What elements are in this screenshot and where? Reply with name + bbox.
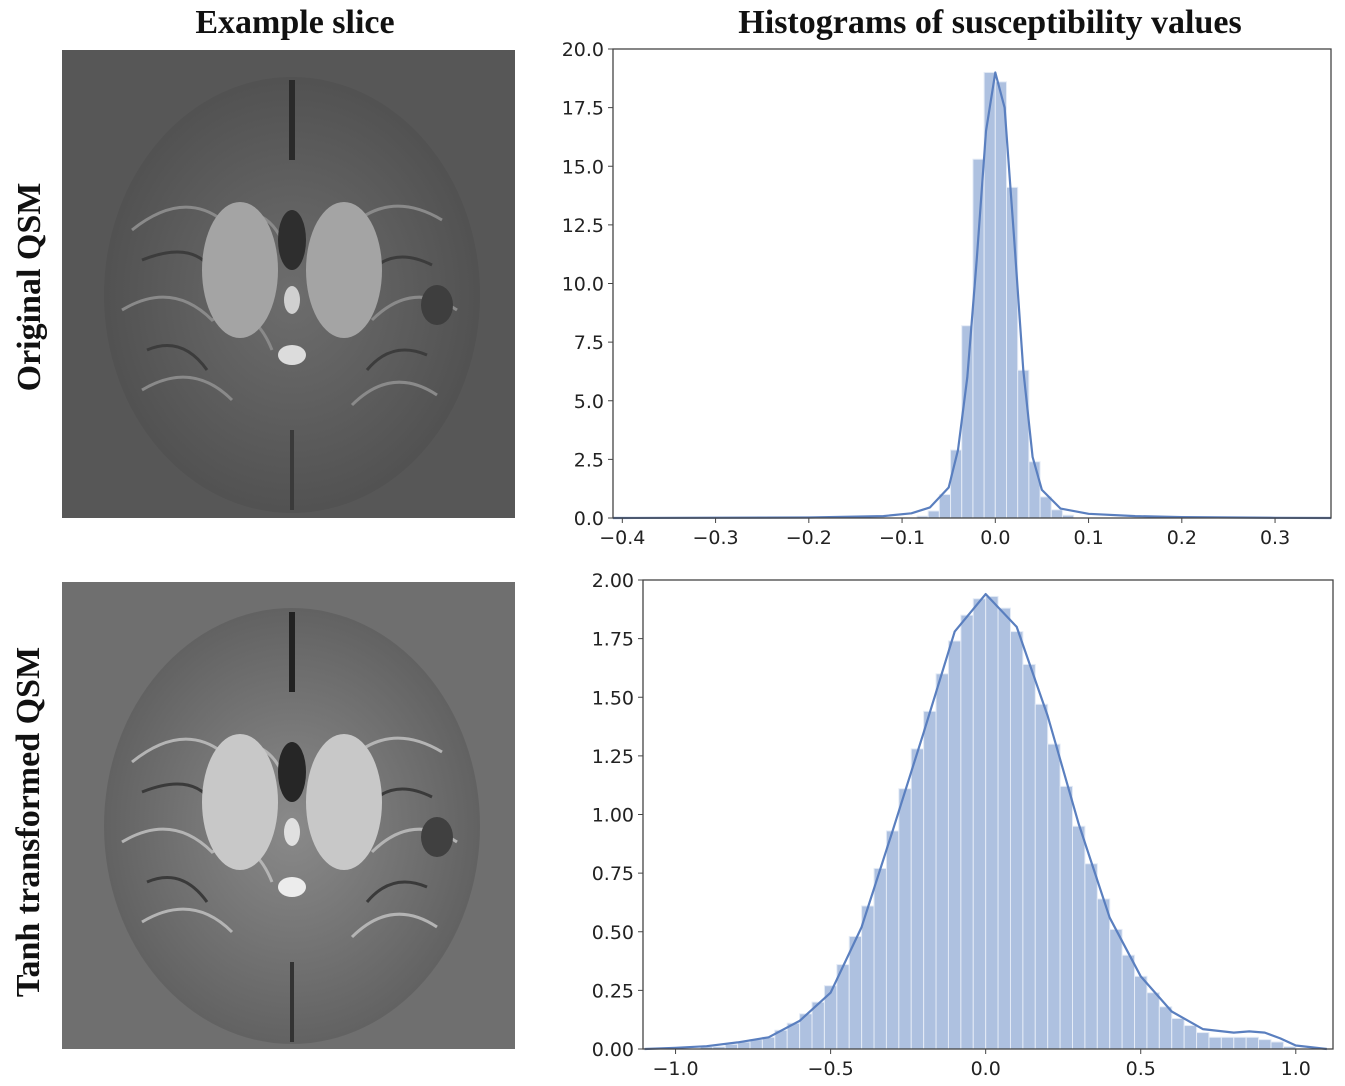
kde-line	[644, 592, 1327, 1051]
y-tick-label: 2.00	[592, 570, 634, 592]
x-tick-label: 0.3	[1260, 527, 1290, 549]
histogram-bar	[1121, 954, 1136, 1050]
x-tick-label: 0.5	[1126, 1058, 1156, 1080]
y-tick-label: 0.25	[592, 980, 634, 1002]
y-tick-label: 5.0	[574, 391, 604, 413]
y-tick-label: 12.5	[562, 215, 604, 237]
histogram-bar	[910, 748, 925, 1050]
x-tick-label: −0.4	[599, 527, 645, 549]
x-tick-label: −0.3	[693, 527, 739, 549]
histogram-bar	[885, 830, 900, 1050]
brain-tissue	[104, 608, 480, 1044]
histogram-bar	[861, 905, 875, 1050]
y-tick-label: 0.75	[592, 863, 634, 885]
histogram-bar	[724, 1043, 739, 1050]
x-tick-label: 0.1	[1073, 527, 1103, 549]
y-tick-label: 10.0	[562, 274, 604, 296]
right-column-heading: Histograms of susceptibility values	[738, 4, 1242, 41]
histogram-bar	[1034, 703, 1049, 1050]
histogram-bar	[1183, 1025, 1198, 1050]
x-tick-label: 0.2	[1167, 527, 1197, 549]
histogram-bar	[923, 710, 937, 1050]
y-tick-label: 1.25	[592, 746, 634, 768]
histogram-bar	[1171, 1018, 1185, 1050]
y-tick-label: 1.50	[592, 687, 634, 709]
histogram-bar	[972, 598, 987, 1050]
x-tick-label: −0.5	[808, 1058, 854, 1080]
histogram-bar	[1059, 785, 1074, 1050]
y-tick-label: 1.00	[592, 805, 634, 827]
x-tick-label: −1.0	[652, 1058, 698, 1080]
y-tick-label: 2.5	[574, 449, 604, 471]
histogram-bar	[1270, 1041, 1284, 1050]
y-tick-label: 17.5	[562, 98, 604, 120]
histogram-bar	[873, 867, 887, 1050]
histogram-bar	[1072, 825, 1086, 1050]
tanh-qsm-slice-image	[62, 582, 515, 1049]
histogram-bar	[1134, 975, 1148, 1050]
histogram-bar	[1146, 992, 1160, 1050]
x-tick-label: 0.0	[971, 1058, 1001, 1080]
histogram-bar	[1009, 631, 1024, 1050]
histogram-bar	[1245, 1036, 1260, 1050]
histogram-bar	[947, 640, 962, 1050]
y-tick-label: 0.50	[592, 922, 634, 944]
x-tick-label: 0.0	[980, 527, 1010, 549]
kde-line	[612, 71, 1332, 520]
x-tick-label: −0.2	[786, 527, 832, 549]
histogram-bar	[898, 788, 912, 1050]
histogram-bar	[1158, 1006, 1173, 1050]
left-column-heading: Example slice	[195, 4, 395, 41]
histogram-bar	[935, 673, 949, 1050]
y-tick-label: 0.00	[592, 1039, 634, 1061]
histogram-bar	[1047, 743, 1061, 1050]
y-tick-label: 0.0	[574, 508, 604, 530]
x-tick-label: −0.1	[879, 527, 925, 549]
histogram-bar	[997, 607, 1011, 1050]
histogram-bar	[985, 595, 999, 1050]
histogram-bar	[1196, 1032, 1210, 1050]
y-tick-label: 20.0	[562, 39, 604, 61]
histogram-bar	[1208, 1036, 1222, 1050]
y-tick-label: 7.5	[574, 332, 604, 354]
y-tick-label: 15.0	[562, 156, 604, 178]
histogram-bar	[1096, 898, 1111, 1050]
histogram-bar	[1220, 1036, 1235, 1050]
histogram-bar	[1022, 663, 1036, 1050]
histogram-bar	[1109, 928, 1123, 1050]
brain-tissue	[104, 77, 480, 513]
histogram-bar	[960, 614, 974, 1050]
y-tick-label: 1.75	[592, 629, 634, 651]
x-tick-label: 1.0	[1281, 1058, 1311, 1080]
histogram-bar	[848, 935, 863, 1050]
histogram-bar	[1084, 863, 1098, 1050]
original-qsm-slice-image	[62, 50, 515, 518]
histogram-bar	[1258, 1039, 1272, 1050]
histogram-bar	[1233, 1036, 1247, 1050]
